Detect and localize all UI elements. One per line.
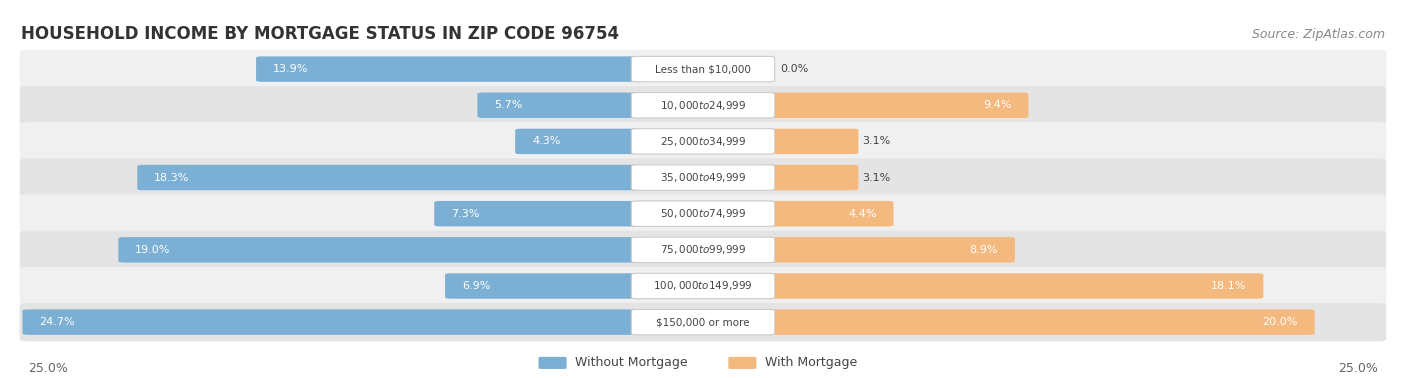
Text: 4.4%: 4.4% — [848, 209, 876, 219]
Text: 4.3%: 4.3% — [531, 136, 561, 146]
FancyBboxPatch shape — [256, 56, 643, 82]
FancyBboxPatch shape — [20, 267, 1386, 305]
Text: $150,000 or more: $150,000 or more — [657, 317, 749, 327]
FancyBboxPatch shape — [763, 310, 1315, 335]
Text: Without Mortgage: Without Mortgage — [575, 356, 688, 369]
FancyBboxPatch shape — [631, 165, 775, 190]
FancyBboxPatch shape — [20, 122, 1386, 161]
Text: 25.0%: 25.0% — [28, 362, 67, 375]
Text: 13.9%: 13.9% — [273, 64, 308, 74]
Text: 5.7%: 5.7% — [495, 100, 523, 110]
FancyBboxPatch shape — [515, 129, 643, 154]
FancyBboxPatch shape — [631, 310, 775, 335]
Text: Less than $10,000: Less than $10,000 — [655, 64, 751, 74]
Text: $25,000 to $34,999: $25,000 to $34,999 — [659, 135, 747, 148]
Text: $100,000 to $149,999: $100,000 to $149,999 — [654, 279, 752, 293]
FancyBboxPatch shape — [728, 357, 756, 369]
FancyBboxPatch shape — [631, 237, 775, 263]
FancyBboxPatch shape — [631, 56, 775, 82]
FancyBboxPatch shape — [631, 273, 775, 299]
FancyBboxPatch shape — [763, 237, 1015, 263]
Text: 18.1%: 18.1% — [1211, 281, 1247, 291]
Text: 18.3%: 18.3% — [155, 172, 190, 183]
FancyBboxPatch shape — [763, 273, 1264, 299]
Text: 25.0%: 25.0% — [1339, 362, 1378, 375]
FancyBboxPatch shape — [446, 273, 643, 299]
Text: 8.9%: 8.9% — [970, 245, 998, 255]
FancyBboxPatch shape — [631, 201, 775, 226]
Text: $75,000 to $99,999: $75,000 to $99,999 — [659, 243, 747, 256]
FancyBboxPatch shape — [631, 93, 775, 118]
FancyBboxPatch shape — [118, 237, 643, 263]
FancyBboxPatch shape — [763, 129, 859, 154]
Text: 24.7%: 24.7% — [39, 317, 75, 327]
FancyBboxPatch shape — [138, 165, 643, 190]
FancyBboxPatch shape — [22, 310, 643, 335]
Text: 3.1%: 3.1% — [863, 136, 891, 146]
FancyBboxPatch shape — [20, 50, 1386, 88]
Text: 3.1%: 3.1% — [863, 172, 891, 183]
FancyBboxPatch shape — [478, 93, 643, 118]
Text: 6.9%: 6.9% — [463, 281, 491, 291]
FancyBboxPatch shape — [763, 165, 859, 190]
Text: 19.0%: 19.0% — [135, 245, 170, 255]
Text: With Mortgage: With Mortgage — [765, 356, 858, 369]
FancyBboxPatch shape — [434, 201, 643, 226]
Text: Source: ZipAtlas.com: Source: ZipAtlas.com — [1251, 28, 1385, 40]
FancyBboxPatch shape — [763, 201, 893, 226]
FancyBboxPatch shape — [631, 129, 775, 154]
FancyBboxPatch shape — [20, 231, 1386, 269]
FancyBboxPatch shape — [20, 195, 1386, 233]
FancyBboxPatch shape — [20, 158, 1386, 197]
Text: $35,000 to $49,999: $35,000 to $49,999 — [659, 171, 747, 184]
Text: 7.3%: 7.3% — [451, 209, 479, 219]
FancyBboxPatch shape — [20, 303, 1386, 341]
Text: $50,000 to $74,999: $50,000 to $74,999 — [659, 207, 747, 220]
Text: 9.4%: 9.4% — [983, 100, 1011, 110]
FancyBboxPatch shape — [538, 357, 567, 369]
FancyBboxPatch shape — [20, 86, 1386, 124]
Text: HOUSEHOLD INCOME BY MORTGAGE STATUS IN ZIP CODE 96754: HOUSEHOLD INCOME BY MORTGAGE STATUS IN Z… — [21, 25, 619, 43]
Text: 20.0%: 20.0% — [1263, 317, 1298, 327]
FancyBboxPatch shape — [763, 93, 1028, 118]
Text: $10,000 to $24,999: $10,000 to $24,999 — [659, 99, 747, 112]
Text: 0.0%: 0.0% — [780, 64, 808, 74]
